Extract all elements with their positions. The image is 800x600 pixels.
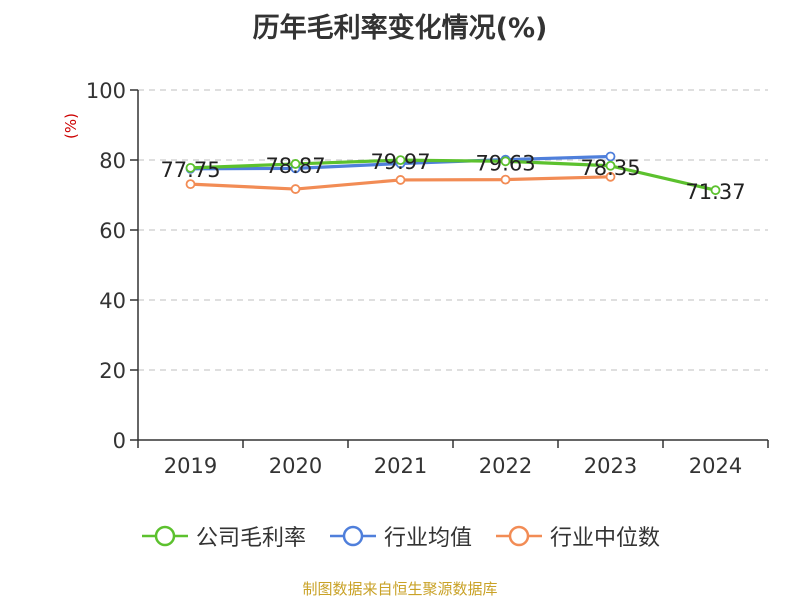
data-point xyxy=(395,175,406,185)
data-point xyxy=(290,159,301,169)
data-label: 77.75 xyxy=(160,158,220,182)
legend-label: 行业中位数 xyxy=(550,526,661,551)
legend: 公司毛利率 行业均值 行业中位数 xyxy=(0,520,800,552)
data-point xyxy=(500,174,511,185)
data-label: 78.35 xyxy=(580,156,640,180)
y-tick-label: 0 xyxy=(113,429,126,453)
legend-circle xyxy=(154,525,176,547)
legend-item[interactable]: 公司毛利率 xyxy=(140,520,306,552)
data-label: 71.37 xyxy=(685,180,745,204)
source-note: 制图数据来自恒生聚源数据库 xyxy=(302,580,498,598)
y-axis-label: (%) xyxy=(62,113,80,139)
data-point xyxy=(290,184,301,194)
chart-title: 历年毛利率变化情况(%) xyxy=(252,13,548,44)
data-point xyxy=(185,179,196,190)
y-tick-label: 80 xyxy=(99,149,126,173)
legend-label: 行业均值 xyxy=(383,526,472,551)
x-tick-label: 2021 xyxy=(374,454,427,478)
data-point xyxy=(605,160,616,171)
legend-circle xyxy=(508,525,530,547)
data-point xyxy=(605,171,616,182)
data-label: 78.87 xyxy=(265,154,325,178)
data-point xyxy=(395,155,406,166)
x-tick-label: 2019 xyxy=(164,454,217,478)
data-label: 79.63 xyxy=(475,151,535,175)
series-line xyxy=(190,158,716,192)
legend-line-circle-icon xyxy=(496,525,542,547)
x-tick-label: 2024 xyxy=(689,454,742,478)
legend-line-circle-icon xyxy=(329,525,376,547)
legend-circle xyxy=(342,525,364,547)
y-tick-label: 20 xyxy=(99,359,126,383)
legend-item[interactable]: 行业均值 xyxy=(328,520,472,552)
data-labels: 77.75 78.87 79.97 79.63 78.35 71.37 xyxy=(160,150,745,204)
data-label: 79.97 xyxy=(370,150,430,174)
gridlines xyxy=(138,89,768,371)
x-tick-label: 2023 xyxy=(584,454,637,478)
legend-item[interactable]: 行业中位数 xyxy=(494,520,660,552)
x-tick-label: 2022 xyxy=(479,454,532,478)
data-point xyxy=(185,162,196,173)
legend-line-circle-icon xyxy=(141,525,188,547)
y-tick-label: 40 xyxy=(99,289,126,313)
axes: 0 20 40 60 80 100 (%) 2019 2020 2021 2022 2023 2024 xyxy=(62,79,769,478)
legend-label: 公司毛利率 xyxy=(195,526,306,551)
x-tick-label: 2020 xyxy=(269,454,322,478)
y-tick-label: 100 xyxy=(86,79,126,103)
data-point xyxy=(710,185,721,196)
data-point xyxy=(500,156,511,167)
series-lines xyxy=(185,151,721,196)
data-point xyxy=(605,151,616,162)
y-tick-label: 60 xyxy=(99,219,126,243)
